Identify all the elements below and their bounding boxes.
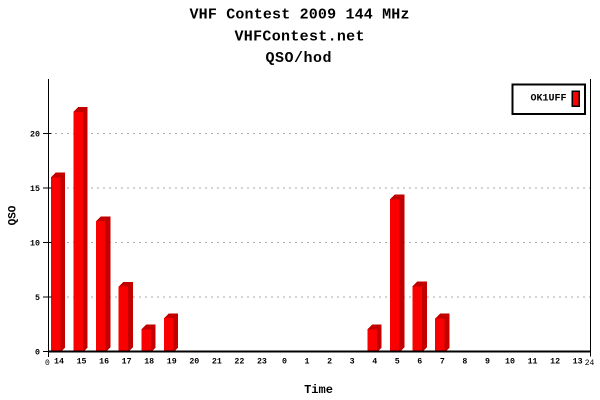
svg-text:0: 0 — [45, 359, 50, 368]
svg-text:VHFContest.net: VHFContest.net — [235, 29, 365, 46]
svg-text:15: 15 — [30, 185, 40, 194]
svg-text:4: 4 — [372, 358, 377, 367]
svg-text:1: 1 — [305, 358, 310, 367]
svg-text:10: 10 — [30, 240, 40, 249]
svg-text:8: 8 — [462, 358, 467, 367]
svg-text:17: 17 — [122, 358, 132, 367]
svg-text:0: 0 — [282, 358, 287, 367]
svg-text:3: 3 — [350, 358, 355, 367]
svg-text:Time: Time — [304, 383, 333, 397]
svg-text:10: 10 — [505, 358, 515, 367]
svg-text:VHF Contest 2009 144 MHz: VHF Contest 2009 144 MHz — [190, 6, 410, 23]
svg-text:OK1UFF: OK1UFF — [531, 93, 567, 104]
svg-text:18: 18 — [144, 358, 154, 367]
svg-text:20: 20 — [189, 358, 199, 367]
svg-text:22: 22 — [234, 358, 244, 367]
svg-text:0: 0 — [35, 348, 40, 357]
svg-text:2: 2 — [327, 358, 332, 367]
svg-text:13: 13 — [573, 358, 583, 367]
svg-text:QSO/hod: QSO/hod — [266, 50, 332, 67]
svg-text:23: 23 — [257, 358, 267, 367]
svg-text:14: 14 — [54, 358, 64, 367]
svg-text:5: 5 — [35, 294, 40, 303]
svg-text:5: 5 — [395, 358, 400, 367]
svg-text:11: 11 — [528, 358, 538, 367]
svg-text:9: 9 — [485, 358, 490, 367]
svg-text:15: 15 — [77, 358, 87, 367]
svg-text:16: 16 — [99, 358, 109, 367]
svg-text:QSO: QSO — [7, 205, 19, 225]
svg-text:12: 12 — [550, 358, 560, 367]
svg-text:6: 6 — [417, 358, 422, 367]
svg-text:20: 20 — [30, 131, 40, 140]
svg-text:7: 7 — [440, 358, 445, 367]
svg-text:24: 24 — [585, 359, 595, 368]
svg-text:19: 19 — [167, 358, 177, 367]
svg-text:21: 21 — [212, 358, 222, 367]
